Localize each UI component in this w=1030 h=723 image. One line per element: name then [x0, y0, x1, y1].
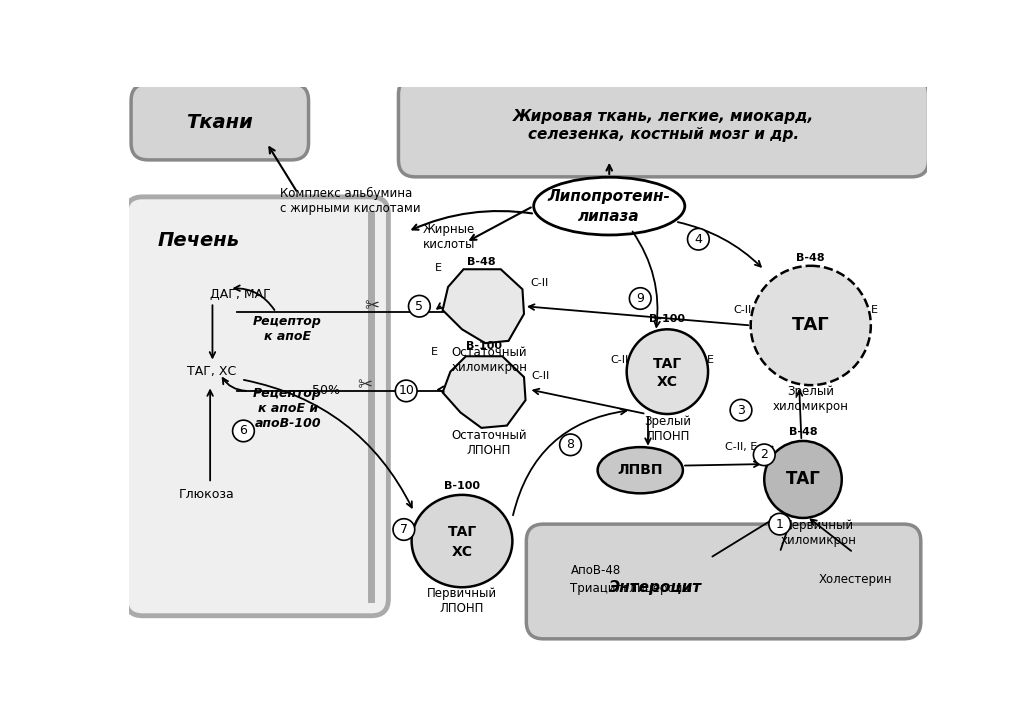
Circle shape — [769, 513, 791, 535]
FancyBboxPatch shape — [131, 84, 309, 160]
Text: 9: 9 — [637, 292, 644, 305]
Ellipse shape — [751, 266, 870, 385]
Text: Триацилглицеролы: Триацилглицеролы — [571, 582, 692, 595]
Text: C-II: C-II — [610, 355, 628, 365]
Text: Липопротеин-: Липопротеин- — [548, 189, 671, 205]
Circle shape — [559, 434, 581, 455]
Text: 1: 1 — [776, 518, 784, 531]
Circle shape — [730, 399, 752, 421]
Text: Первичный
ЛПОНП: Первичный ЛПОНП — [427, 587, 497, 615]
Text: C-II, E: C-II, E — [725, 442, 757, 452]
Text: C-II: C-II — [531, 370, 550, 380]
Text: E: E — [708, 355, 714, 365]
Polygon shape — [443, 269, 524, 343]
Text: Энтероцит: Энтероцит — [610, 580, 702, 595]
Text: ДАГ, МАГ: ДАГ, МАГ — [210, 288, 271, 301]
Circle shape — [393, 518, 415, 540]
Text: C-II: C-II — [733, 305, 752, 315]
Text: ✂: ✂ — [364, 297, 379, 315]
Ellipse shape — [597, 447, 683, 493]
Text: Жирные
кислоты: Жирные кислоты — [423, 223, 476, 251]
FancyBboxPatch shape — [126, 197, 388, 616]
Text: Первичный
хиломикрон: Первичный хиломикрон — [781, 519, 856, 547]
Text: селезенка, костный мозг и др.: селезенка, костный мозг и др. — [528, 127, 799, 142]
Text: ХС: ХС — [657, 375, 678, 390]
Text: 5: 5 — [415, 300, 423, 313]
Text: C-II: C-II — [530, 278, 548, 288]
Text: ✂: ✂ — [357, 376, 373, 394]
Text: 4: 4 — [694, 233, 702, 246]
Text: липаза: липаза — [579, 209, 640, 223]
Ellipse shape — [626, 329, 708, 414]
Circle shape — [629, 288, 651, 309]
Text: Зрелый
хиломикрон: Зрелый хиломикрон — [772, 385, 849, 413]
Text: Печень: Печень — [158, 231, 240, 250]
Text: 8: 8 — [566, 438, 575, 451]
Text: ТАГ: ТАГ — [653, 357, 682, 371]
Text: E: E — [436, 262, 442, 273]
Text: Ткани: Ткани — [186, 114, 252, 132]
Text: E: E — [432, 348, 439, 357]
Text: В-48: В-48 — [796, 253, 825, 262]
Text: В-48: В-48 — [467, 257, 495, 267]
Ellipse shape — [764, 441, 842, 518]
Text: В-100: В-100 — [649, 315, 685, 325]
Text: В-100: В-100 — [466, 341, 502, 351]
Text: В-100: В-100 — [444, 481, 480, 491]
Text: 6: 6 — [240, 424, 247, 437]
Circle shape — [396, 380, 417, 402]
Text: Рецептор
к апоЕ: Рецептор к апоЕ — [253, 315, 322, 343]
Circle shape — [753, 444, 776, 466]
Text: АпоВ-48: АпоВ-48 — [571, 564, 621, 577]
FancyBboxPatch shape — [526, 524, 921, 639]
Text: 10: 10 — [399, 385, 414, 398]
Text: 2: 2 — [760, 448, 768, 461]
Ellipse shape — [534, 177, 685, 235]
Text: В-48: В-48 — [789, 427, 818, 437]
Text: 7: 7 — [400, 523, 408, 536]
Text: Остаточный
хиломикрон: Остаточный хиломикрон — [451, 346, 527, 374]
Text: Холестерин: Холестерин — [819, 573, 892, 586]
Ellipse shape — [412, 495, 512, 587]
Text: Рецептор
к апоЕ и
апоВ-100: Рецептор к апоЕ и апоВ-100 — [253, 387, 322, 430]
Text: Жировая ткань, легкие, миокард,: Жировая ткань, легкие, миокард, — [513, 108, 814, 124]
Text: ХС: ХС — [451, 545, 473, 559]
Polygon shape — [443, 356, 525, 428]
Text: Зрелый
ЛПОНП: Зрелый ЛПОНП — [644, 416, 691, 443]
Text: ТАГ, ХС: ТАГ, ХС — [186, 365, 236, 378]
Text: ТАГ: ТАГ — [786, 471, 821, 489]
Circle shape — [688, 228, 710, 250]
Text: ТАГ: ТАГ — [447, 525, 477, 539]
Text: E: E — [870, 305, 878, 315]
Text: ЛПВП: ЛПВП — [618, 463, 663, 477]
FancyBboxPatch shape — [399, 77, 929, 177]
Text: ТАГ: ТАГ — [792, 317, 829, 335]
Text: 3: 3 — [737, 403, 745, 416]
Text: Остаточный
ЛПОНП: Остаточный ЛПОНП — [451, 429, 527, 457]
Text: Комплекс альбумина
с жирными кислотами: Комплекс альбумина с жирными кислотами — [280, 187, 420, 215]
Circle shape — [233, 420, 254, 442]
Text: 50%: 50% — [312, 385, 340, 398]
Text: Глюкоза: Глюкоза — [179, 488, 235, 501]
Circle shape — [409, 296, 431, 317]
